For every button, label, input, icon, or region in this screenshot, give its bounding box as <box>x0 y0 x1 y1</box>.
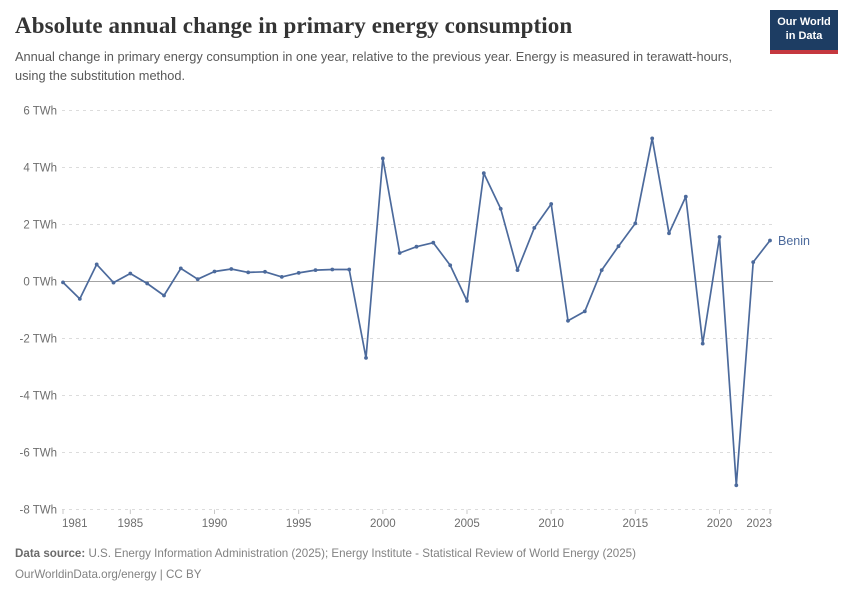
gridlines <box>62 110 773 510</box>
series-label-benin: Benin <box>778 234 810 248</box>
svg-text:4 TWh: 4 TWh <box>23 163 57 175</box>
svg-text:1981: 1981 <box>62 518 88 530</box>
owid-logo: Our World in Data <box>770 10 838 54</box>
svg-text:2015: 2015 <box>623 518 649 530</box>
data-series-benin <box>61 136 772 488</box>
svg-text:2000: 2000 <box>370 518 396 530</box>
chart-subtitle: Annual change in primary energy consumpt… <box>15 48 733 83</box>
svg-text:1985: 1985 <box>118 518 144 530</box>
svg-text:2 TWh: 2 TWh <box>23 220 57 232</box>
svg-text:-8 TWh: -8 TWh <box>20 505 58 517</box>
svg-text:-4 TWh: -4 TWh <box>20 391 58 403</box>
axes: 6 TWh 4 TWh 2 TWh 0 TWh -2 TWh -4 TWh -6 TWh -8… <box>20 106 773 531</box>
data-source-label: Data source: <box>15 547 86 561</box>
svg-text:-2 TWh: -2 TWh <box>20 334 58 346</box>
chart-header: Absolute annual change in primary energy… <box>15 12 755 85</box>
chart-footer: Data source: U.S. Energy Information Adm… <box>15 544 636 586</box>
data-source-text: U.S. Energy Information Administration (… <box>85 547 636 561</box>
chart-title: Absolute annual change in primary energy… <box>15 13 573 38</box>
license-line: OurWorldinData.org/energy | CC BY <box>15 568 202 582</box>
svg-text:2023: 2023 <box>746 518 772 530</box>
svg-text:2010: 2010 <box>538 518 564 530</box>
svg-text:2020: 2020 <box>707 518 733 530</box>
owid-logo-line1: Our World <box>777 16 831 29</box>
svg-text:0 TWh: 0 TWh <box>23 277 57 289</box>
svg-text:6 TWh: 6 TWh <box>23 106 57 118</box>
series-end-label: Benin <box>778 234 810 248</box>
owid-logo-line2: in Data <box>785 30 823 42</box>
svg-text:1995: 1995 <box>286 518 312 530</box>
svg-text:1990: 1990 <box>202 518 228 530</box>
data-source-line: Data source: U.S. Energy Information Adm… <box>15 544 636 565</box>
svg-text:2005: 2005 <box>454 518 480 530</box>
svg-text:-6 TWh: -6 TWh <box>20 448 58 460</box>
